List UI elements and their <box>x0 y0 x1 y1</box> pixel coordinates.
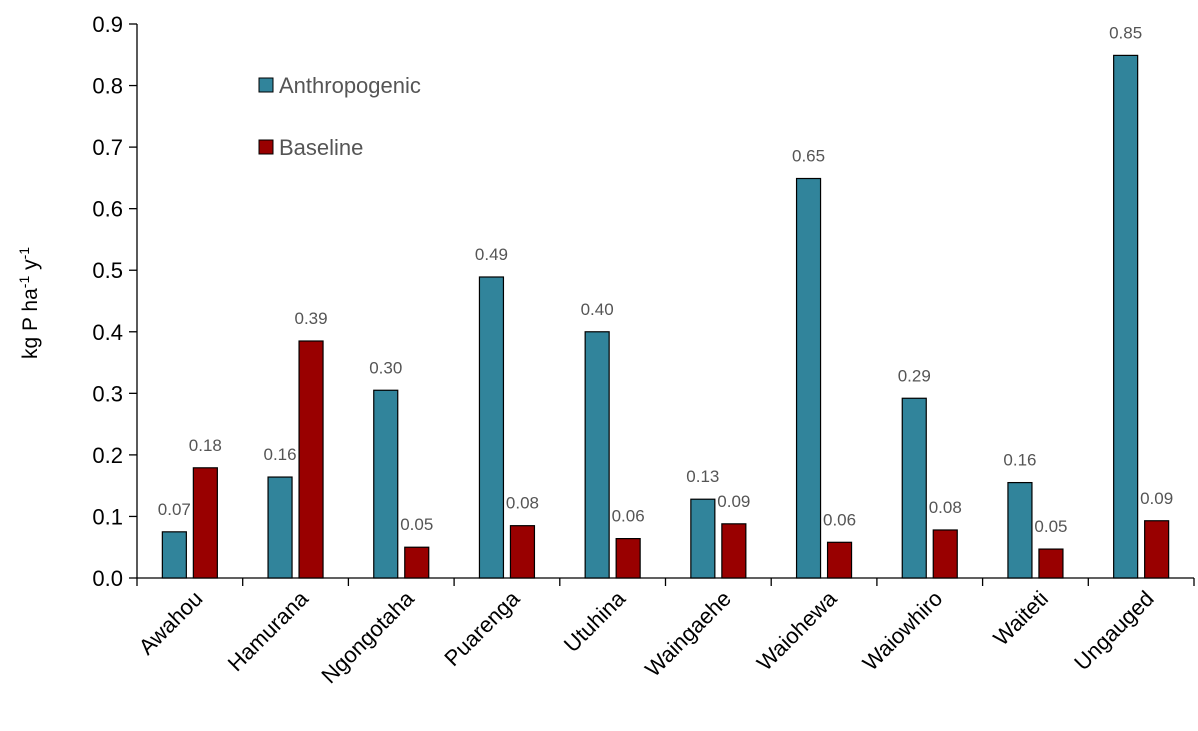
bar-anthropogenic <box>1113 54 1139 579</box>
legend-label-anthropogenic: Anthropogenic <box>279 73 421 98</box>
svg-text:kg P ha-1 y-1: kg P ha-1 y-1 <box>16 247 42 359</box>
data-label-baseline: 0.05 <box>400 515 433 534</box>
y-axis-title-main: kg P ha <box>19 288 42 359</box>
data-labels: 0.07 0.16 0.30 0.49 0.40 0.13 0.65 0.29 0.16 0.85… <box>158 23 1173 536</box>
bar-anthropogenic <box>795 177 822 579</box>
y-tick-label: 0.9 <box>92 12 123 37</box>
x-tick-label: Awahou <box>134 586 208 660</box>
y-tick-label: 0.5 <box>92 258 123 283</box>
data-label-baseline: 0.06 <box>823 510 856 529</box>
data-label-anthropogenic: 0.30 <box>369 358 402 377</box>
y-tick-label: 0.4 <box>92 320 123 345</box>
y-axis-title-sup1: -1 <box>16 276 32 289</box>
y-tick-label: 0.3 <box>92 381 123 406</box>
bar-baseline <box>1038 548 1064 579</box>
data-label-anthropogenic: 0.07 <box>158 500 191 519</box>
bar-baseline <box>826 541 853 579</box>
data-label-anthropogenic: 0.16 <box>1003 451 1036 470</box>
data-label-baseline: 0.06 <box>612 507 645 526</box>
y-tick-label: 0.7 <box>92 135 123 160</box>
bar-baseline <box>509 525 536 579</box>
legend-swatch-anthropogenic <box>258 77 274 93</box>
bar-baseline <box>721 523 747 579</box>
x-axis: Awahou Hamurana Ngongotaha Puarenga Utuhina W… <box>134 577 1195 688</box>
data-label-anthropogenic: 0.29 <box>898 366 931 385</box>
y-tick-label: 0.8 <box>92 74 123 99</box>
y-axis-title: kg P ha-1 y-1 <box>16 247 42 359</box>
bar-anthropogenic <box>690 498 716 579</box>
y-tick-label: 0.1 <box>92 504 123 529</box>
data-label-anthropogenic: 0.49 <box>475 245 508 264</box>
bar-anthropogenic <box>267 476 293 579</box>
bar-anthropogenic <box>584 331 610 579</box>
x-tick-label: Utuhina <box>559 585 631 657</box>
bar-anthropogenic <box>478 276 505 579</box>
bar-anthropogenic <box>373 389 399 579</box>
bar-baseline <box>932 529 958 579</box>
y-tick-label: 0.6 <box>92 197 123 222</box>
y-axis-title-sup2: -1 <box>16 247 32 260</box>
y-tick-label: 0.2 <box>92 443 123 468</box>
data-label-baseline: 0.05 <box>1034 517 1067 536</box>
x-tick-label: Puarenga <box>439 585 525 671</box>
data-label-anthropogenic: 0.85 <box>1109 23 1142 42</box>
data-label-baseline: 0.39 <box>295 309 328 328</box>
bar-anthropogenic <box>1007 481 1033 579</box>
data-label-anthropogenic: 0.13 <box>686 467 719 486</box>
x-tick-label: Waiohewa <box>752 585 842 675</box>
x-tick-label: Ngongotaha <box>316 585 419 688</box>
data-label-baseline: 0.09 <box>717 492 750 511</box>
bar-baseline <box>298 340 324 579</box>
bars <box>161 54 1170 579</box>
bar-baseline <box>192 467 218 579</box>
x-tick-label: Hamurana <box>223 585 314 676</box>
data-label-baseline: 0.08 <box>929 498 962 517</box>
x-tick-label: Waiteti <box>988 586 1053 651</box>
legend-swatch-baseline <box>258 139 274 155</box>
data-label-baseline: 0.09 <box>1140 489 1173 508</box>
data-label-baseline: 0.08 <box>506 494 539 513</box>
bar-anthropogenic <box>901 397 927 579</box>
y-tick-label: 0.0 <box>92 566 123 591</box>
data-label-baseline: 0.18 <box>189 436 222 455</box>
x-tick-label: Ungauged <box>1069 586 1158 675</box>
data-label-anthropogenic: 0.16 <box>264 445 297 464</box>
legend-label-baseline: Baseline <box>279 135 363 160</box>
bar-baseline <box>1144 520 1170 579</box>
x-tick-label: Waiowhiro <box>858 586 948 676</box>
bar-baseline <box>404 546 430 579</box>
bar-anthropogenic <box>161 531 187 579</box>
y-axis: 0.0 0.1 0.2 0.3 0.4 0.5 0.6 0.7 0.8 0.9 <box>92 12 138 591</box>
data-label-anthropogenic: 0.40 <box>581 300 614 319</box>
bar-baseline <box>615 538 641 579</box>
legend: Anthropogenic Baseline <box>258 73 421 160</box>
x-tick-label: Waingaehe <box>640 586 736 682</box>
y-axis-title-mid: y <box>19 259 42 276</box>
data-label-anthropogenic: 0.65 <box>792 147 825 166</box>
